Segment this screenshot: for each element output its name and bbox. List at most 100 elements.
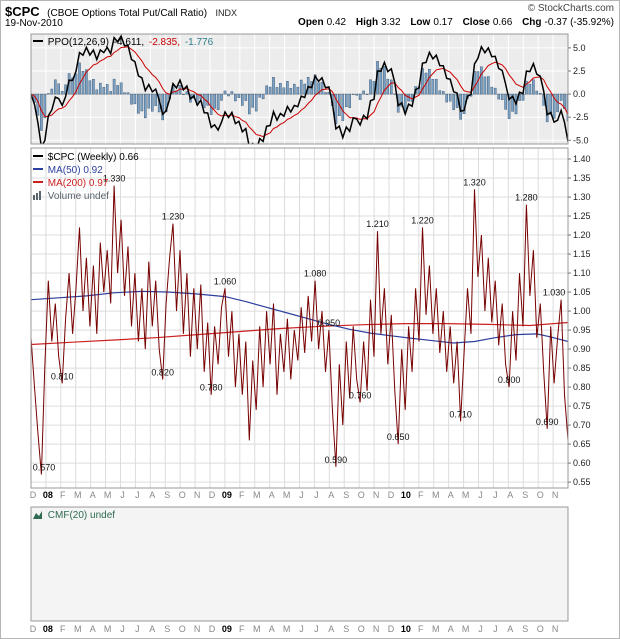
svg-text:1.10: 1.10 (573, 268, 591, 278)
svg-text:J: J (299, 624, 304, 634)
svg-text:F: F (418, 490, 424, 500)
svg-text:A: A (269, 624, 275, 634)
chg-value: -0.37 (-35.92%) (544, 17, 614, 28)
y-axis-labels: 5.0 2.5 0.0 -2.5 -5.0 1.40 1.35 1.30 1.25 1.20 1.1… (568, 43, 591, 487)
svg-text:A: A (328, 490, 334, 500)
ppo-signal-line (31, 46, 568, 138)
svg-text:S: S (343, 490, 349, 500)
svg-text:0.90: 0.90 (573, 344, 591, 354)
svg-text:M: M (462, 490, 470, 500)
svg-text:N: N (194, 490, 201, 500)
svg-text:1.30: 1.30 (573, 192, 591, 202)
svg-text:F: F (239, 490, 245, 500)
svg-text:0.0: 0.0 (573, 89, 586, 99)
svg-text:0.810: 0.810 (51, 371, 74, 381)
svg-text:M: M (462, 624, 470, 634)
svg-text:0.800: 0.800 (498, 375, 521, 385)
svg-text:S: S (522, 624, 528, 634)
svg-text:1.320: 1.320 (463, 177, 486, 187)
svg-text:J: J (120, 490, 125, 500)
svg-text:N: N (373, 490, 380, 500)
svg-text:M: M (104, 624, 112, 634)
ppo-value-2: -2.835, (148, 37, 181, 48)
ppo-legend: PPO(12,26,9) -4.611, -2.835, -1.776 (33, 37, 215, 48)
ma50-legend-label: MA(50) 0.92 (47, 165, 103, 176)
svg-text:A: A (149, 624, 155, 634)
svg-text:F: F (239, 624, 245, 634)
svg-text:1.230: 1.230 (162, 212, 185, 222)
svg-text:08: 08 (43, 624, 53, 634)
svg-text:0.820: 0.820 (151, 368, 174, 378)
svg-text:D: D (30, 624, 37, 634)
svg-text:10: 10 (401, 624, 411, 634)
svg-text:O: O (358, 624, 365, 634)
x-axis-labels: D 08 F M A M J J A S O N D 09 F M A M J J A S O N D 10 F M A M J J A S O ND… (30, 490, 559, 634)
svg-text:M: M (253, 624, 261, 634)
copyright: © StockCharts.com (527, 3, 614, 14)
svg-text:M: M (432, 490, 440, 500)
ppo-lines (31, 34, 568, 144)
svg-text:0.60: 0.60 (573, 458, 591, 468)
svg-text:F: F (60, 490, 66, 500)
volume-icon (33, 190, 41, 200)
svg-text:O: O (537, 624, 544, 634)
svg-text:A: A (328, 624, 334, 634)
svg-text:A: A (90, 490, 96, 500)
svg-text:1.25: 1.25 (573, 211, 591, 221)
symbol: $CPC (5, 4, 40, 19)
svg-text:M: M (253, 490, 261, 500)
svg-text:N: N (194, 624, 201, 634)
svg-text:M: M (283, 624, 291, 634)
ma200-legend: MA(200) 0.97 (33, 178, 110, 189)
volume-legend-label: Volume undef (47, 191, 109, 202)
svg-text:1.15: 1.15 (573, 249, 591, 259)
symbol-name: (CBOE Options Total Put/Call Ratio) (47, 8, 208, 19)
svg-text:0.55: 0.55 (573, 477, 591, 487)
svg-text:J: J (120, 624, 125, 634)
svg-text:0.75: 0.75 (573, 401, 591, 411)
svg-text:1.20: 1.20 (573, 230, 591, 240)
svg-text:-2.5: -2.5 (573, 112, 589, 122)
close-value: 0.66 (492, 17, 513, 28)
svg-text:J: J (314, 490, 319, 500)
svg-text:J: J (478, 624, 483, 634)
high-label: High (355, 17, 379, 28)
svg-text:1.35: 1.35 (573, 173, 591, 183)
svg-text:M: M (74, 490, 82, 500)
svg-text:0.760: 0.760 (349, 390, 372, 400)
ppo-value-1: -4.611, (113, 37, 145, 48)
svg-text:1.080: 1.080 (304, 269, 327, 279)
svg-text:1.060: 1.060 (214, 276, 237, 286)
svg-text:O: O (179, 624, 186, 634)
svg-text:08: 08 (43, 490, 53, 500)
svg-text:F: F (60, 624, 66, 634)
svg-text:09: 09 (222, 490, 232, 500)
svg-text:2.5: 2.5 (573, 66, 586, 76)
svg-text:M: M (432, 624, 440, 634)
price-annotations: 0.570 0.810 1.330 0.820 1.230 0.780 1.060 1.080… (33, 174, 566, 473)
chart-date: 19-Nov-2010 (5, 18, 63, 29)
svg-text:J: J (135, 624, 140, 634)
ppo-legend-label: PPO(12,26,9) (47, 37, 109, 48)
svg-text:S: S (343, 624, 349, 634)
svg-text:O: O (537, 490, 544, 500)
svg-text:1.220: 1.220 (411, 215, 434, 225)
cmf-icon (33, 510, 42, 519)
svg-text:1.00: 1.00 (573, 306, 591, 316)
high-value: 3.32 (381, 17, 401, 28)
svg-text:N: N (552, 490, 559, 500)
svg-text:J: J (493, 490, 498, 500)
svg-text:F: F (418, 624, 424, 634)
svg-text:A: A (448, 490, 454, 500)
ppo-value-3: -1.776 (184, 37, 214, 48)
svg-text:A: A (149, 490, 155, 500)
svg-text:0.950: 0.950 (318, 318, 341, 328)
svg-text:0.65: 0.65 (573, 439, 591, 449)
svg-text:0.590: 0.590 (325, 455, 348, 465)
svg-text:0.650: 0.650 (387, 432, 410, 442)
chg-label: Chg (522, 17, 542, 28)
svg-text:0.710: 0.710 (449, 409, 472, 419)
price-legend: $CPC (Weekly) 0.66 (33, 152, 141, 163)
